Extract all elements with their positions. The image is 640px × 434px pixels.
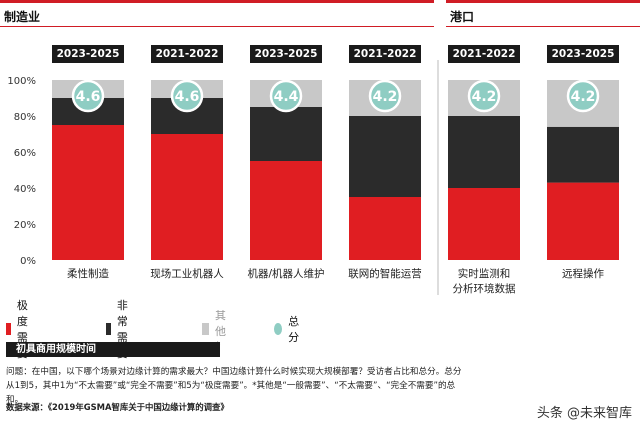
legend-score: 总分 xyxy=(274,315,303,344)
manufacturing-rule xyxy=(0,0,434,3)
score-label: 4.6 xyxy=(76,89,101,105)
legend-swatch-other xyxy=(202,323,209,335)
legend-other: 其他* xyxy=(202,309,231,352)
score-label: 4.4 xyxy=(274,89,299,105)
score-circle xyxy=(71,79,105,113)
category-label: 现场工业机器人 xyxy=(150,267,224,280)
score-label: 4.2 xyxy=(373,89,398,105)
legend-swatch-high xyxy=(106,323,111,335)
port-underline xyxy=(446,26,640,27)
stacked-bar-chart: 0% 20% 40% 60% 80% 100% 4.6 柔性制造 4.6 现场工业机器人 4.4 机器… xyxy=(7,60,619,295)
year-badge-6: 2023-2025 xyxy=(547,45,619,63)
bar-segment xyxy=(448,116,520,188)
timeline-label: 初具商用规模时间 xyxy=(6,342,220,357)
y-tick-label: 20% xyxy=(14,220,36,231)
manufacturing-title: 制造业 xyxy=(4,10,41,24)
y-tick-label: 60% xyxy=(14,148,36,159)
bar-segment xyxy=(250,107,322,161)
bar-segment xyxy=(349,116,421,197)
category-label: 远程操作 xyxy=(562,267,604,280)
legend-swatch-critical xyxy=(6,323,11,335)
year-badge-2: 2021-2022 xyxy=(151,45,223,63)
bar-segment xyxy=(448,188,520,260)
bar-segment xyxy=(547,182,619,260)
y-tick-label: 100% xyxy=(7,76,36,87)
score-label: 4.6 xyxy=(175,89,200,105)
bar-segment xyxy=(250,161,322,260)
port-rule xyxy=(446,0,640,3)
score-label: 4.2 xyxy=(472,89,497,105)
bar-segment xyxy=(349,197,421,260)
year-badge-3: 2023-2025 xyxy=(250,45,322,63)
legend-critical: 极度需要 xyxy=(6,299,35,360)
y-tick-label: 0% xyxy=(20,256,36,267)
data-source: 数据来源：《2019年GSMA智库关于中国边缘计算的调查》 xyxy=(6,402,229,412)
score-circle xyxy=(170,79,204,113)
legend-swatch-score xyxy=(274,323,283,335)
watermark-text: 头条 @未来智库 xyxy=(536,406,632,421)
category-label: 柔性制造 xyxy=(67,267,109,280)
bar-segment xyxy=(151,134,223,260)
y-tick-label: 80% xyxy=(14,112,36,123)
score-circle xyxy=(269,79,303,113)
score-circle xyxy=(467,79,501,113)
manufacturing-underline xyxy=(0,26,434,27)
year-badge-4: 2021-2022 xyxy=(349,45,421,63)
port-title: 港口 xyxy=(450,10,475,24)
category-label: 分析环境数据 xyxy=(453,282,516,295)
bar-segment xyxy=(52,125,124,260)
bar-segment xyxy=(547,126,619,183)
score-label: 4.2 xyxy=(571,89,596,105)
legend-label-score: 总分 xyxy=(288,315,300,344)
score-circle xyxy=(566,79,600,113)
year-badge-1: 2023-2025 xyxy=(52,45,124,63)
category-label: 实时监测和 xyxy=(458,267,511,280)
year-badge-5: 2021-2022 xyxy=(448,45,520,63)
watermark: 头条 @未来智库 xyxy=(537,402,632,421)
legend-high: 非常需要 xyxy=(106,299,135,360)
category-label: 机器/机器人维护 xyxy=(247,267,324,280)
category-label: 联网的智能运营 xyxy=(348,267,422,280)
y-tick-label: 40% xyxy=(14,184,36,195)
score-circle xyxy=(368,79,402,113)
survey-note: 问题：在中国，以下哪个场景对边缘计算的需求最大？中国边缘计算什么时候实现大规模部… xyxy=(6,367,462,405)
